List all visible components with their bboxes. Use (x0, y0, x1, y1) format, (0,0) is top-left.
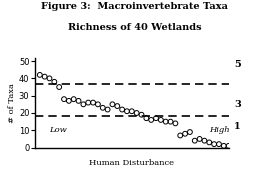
Point (110, 103, 115, 106)
Y-axis label: # of Taxa: # of Taxa (8, 83, 16, 123)
Point (81, 103, 86, 106)
Text: 3: 3 (234, 100, 241, 109)
Point (168, 120, 173, 123)
Point (183, 132, 187, 135)
Point (173, 122, 178, 125)
Point (62, 98, 66, 101)
Point (67, 99, 71, 102)
Point (197, 138, 202, 140)
Text: Figure 3:  Macroinvertebrate Taxa: Figure 3: Macroinvertebrate Taxa (41, 2, 228, 11)
Point (130, 110, 134, 113)
Point (159, 118, 163, 121)
Point (86, 101, 90, 104)
Point (188, 130, 192, 133)
Point (226, 144, 231, 147)
Point (47, 77, 52, 80)
Point (178, 134, 182, 137)
Point (57, 86, 61, 88)
Point (52, 80, 56, 83)
X-axis label: Human Disturbance: Human Disturbance (89, 159, 174, 167)
Point (125, 110, 129, 113)
Point (139, 113, 144, 116)
Point (105, 108, 110, 111)
Point (115, 105, 119, 107)
Point (43, 75, 47, 78)
Point (91, 101, 95, 104)
Point (149, 118, 153, 121)
Point (120, 108, 124, 111)
Point (164, 120, 168, 123)
Point (154, 117, 158, 120)
Point (222, 144, 226, 147)
Point (144, 117, 148, 120)
Point (207, 141, 211, 144)
Text: Low: Low (49, 126, 67, 134)
Point (96, 103, 100, 106)
Point (212, 143, 216, 146)
Point (202, 139, 207, 142)
Point (76, 99, 81, 102)
Point (101, 106, 105, 109)
Point (72, 98, 76, 101)
Text: 5: 5 (234, 60, 241, 69)
Point (217, 143, 221, 146)
Point (134, 112, 139, 114)
Text: High: High (209, 126, 229, 134)
Point (38, 73, 42, 76)
Point (193, 139, 197, 142)
Text: Richness of 40 Wetlands: Richness of 40 Wetlands (68, 23, 201, 32)
Text: 1: 1 (234, 122, 241, 131)
